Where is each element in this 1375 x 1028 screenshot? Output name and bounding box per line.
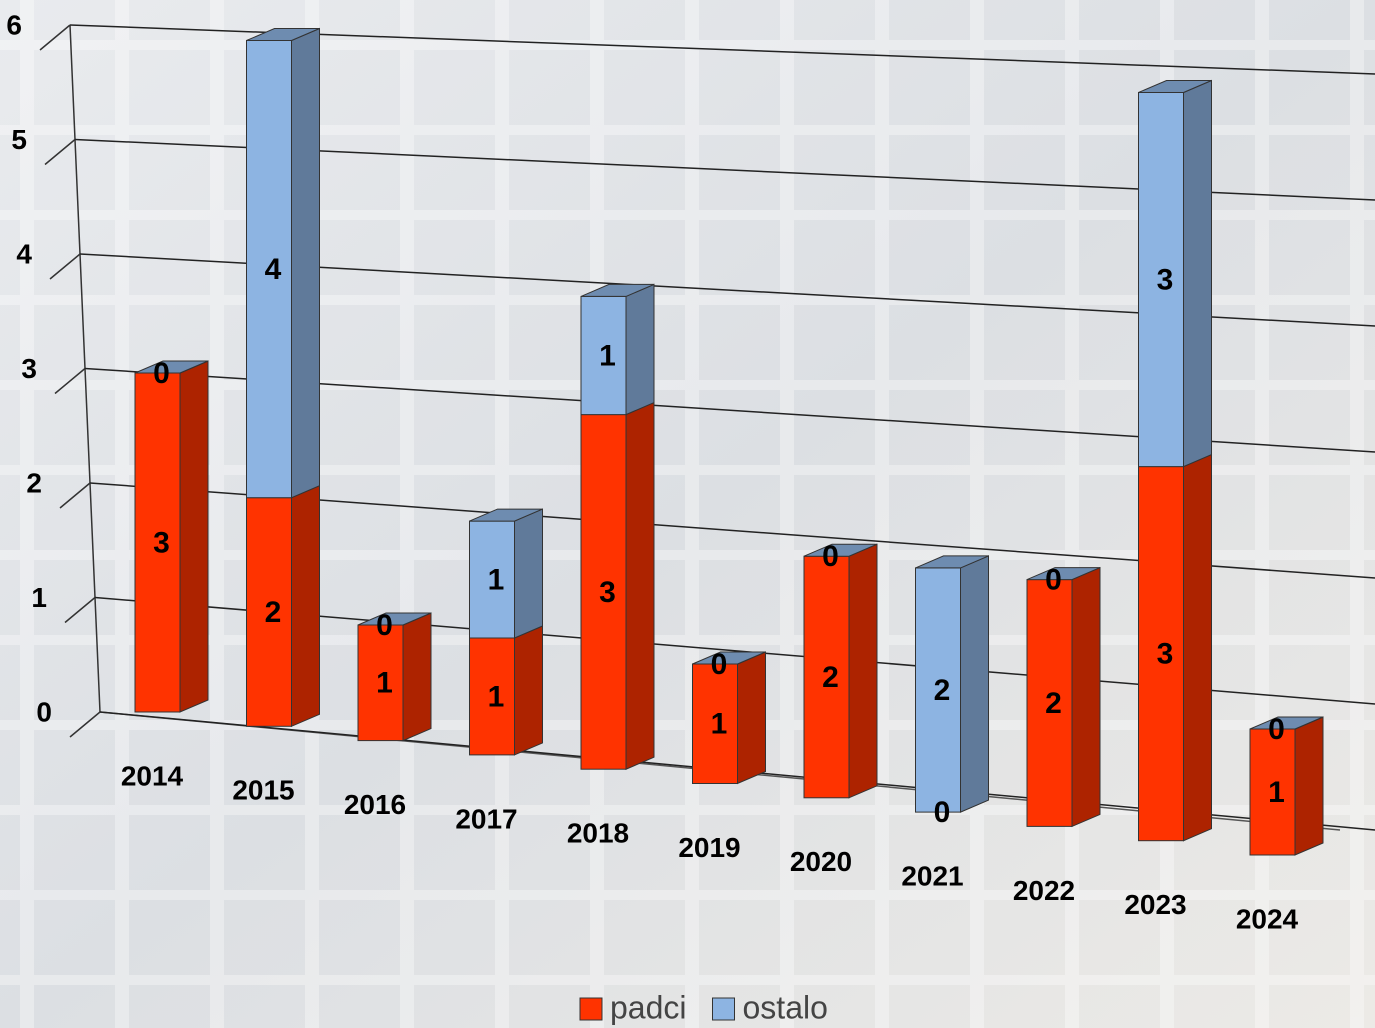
value-label: 0 [711, 648, 728, 681]
x-tick-label: 2017 [455, 803, 517, 834]
value-label: 2 [822, 661, 839, 694]
value-label: 1 [599, 339, 616, 372]
x-tick-label: 2024 [1236, 903, 1299, 934]
value-label: 1 [711, 708, 728, 741]
value-label: 1 [488, 563, 505, 596]
value-label: 2 [265, 596, 282, 629]
bar-side [180, 361, 208, 712]
value-label: 3 [1157, 638, 1174, 671]
legend-swatch [713, 998, 735, 1020]
bar-side [292, 486, 320, 727]
x-tick-label: 2019 [678, 832, 740, 863]
value-label: 2 [934, 674, 951, 707]
value-label: 1 [376, 667, 393, 700]
bar-side [1184, 455, 1212, 841]
bar-side [1295, 717, 1323, 855]
bar-side [738, 652, 766, 784]
x-tick-label: 2020 [790, 846, 852, 877]
value-label: 0 [934, 796, 951, 829]
bar-side [515, 626, 543, 755]
chart: 0123456201430201524201610201711201831201… [0, 0, 1375, 1028]
bar-side [515, 509, 543, 638]
x-tick-label: 2015 [232, 775, 294, 806]
value-label: 1 [1268, 776, 1285, 809]
bar-side [626, 403, 654, 770]
bar-side [1072, 568, 1100, 827]
value-label: 0 [1045, 564, 1062, 597]
value-label: 1 [488, 680, 505, 713]
legend-label: ostalo [743, 989, 828, 1025]
value-label: 0 [153, 357, 170, 390]
legend-swatch [580, 998, 602, 1020]
y-tick-label: 3 [21, 353, 37, 384]
value-label: 2 [1045, 687, 1062, 720]
x-tick-label: 2018 [567, 818, 629, 849]
bar-side [1184, 81, 1212, 467]
x-tick-label: 2023 [1124, 889, 1186, 920]
value-label: 4 [265, 253, 282, 286]
y-tick-label: 0 [36, 696, 52, 727]
x-tick-label: 2014 [121, 760, 184, 791]
y-tick-label: 6 [6, 9, 22, 40]
y-tick-label: 5 [11, 124, 27, 155]
value-label: 0 [822, 540, 839, 573]
y-tick-label: 2 [26, 467, 42, 498]
bar-side [626, 284, 654, 414]
value-label: 3 [599, 576, 616, 609]
x-tick-label: 2021 [901, 860, 963, 891]
value-label: 3 [153, 526, 170, 559]
bar-side [961, 556, 989, 812]
bar-side [849, 544, 877, 798]
bar-side [292, 29, 320, 498]
y-tick-label: 4 [16, 238, 32, 269]
x-tick-label: 2022 [1013, 875, 1075, 906]
bar-side [403, 613, 431, 741]
value-label: 3 [1157, 263, 1174, 296]
value-label: 0 [1268, 713, 1285, 746]
y-tick-label: 1 [31, 582, 47, 613]
value-label: 0 [376, 609, 393, 642]
legend-label: padci [610, 989, 687, 1025]
x-tick-label: 2016 [344, 789, 406, 820]
